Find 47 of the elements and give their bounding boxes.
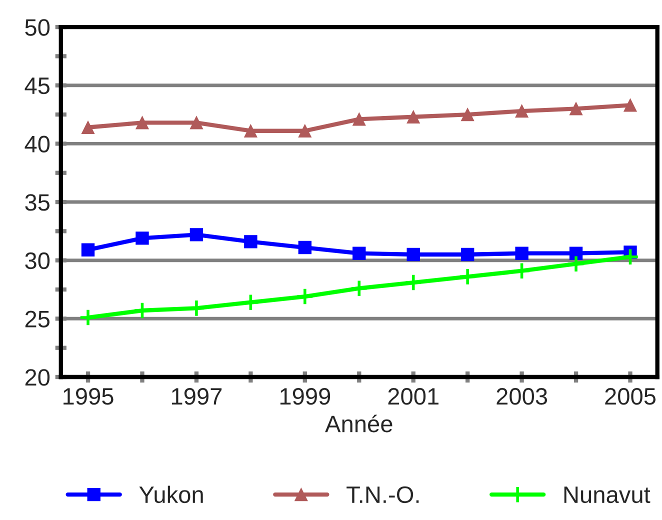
legend-label: Nunavut: [564, 486, 650, 504]
point: [244, 124, 258, 138]
point: [569, 246, 583, 260]
point: [136, 116, 149, 130]
y-tick-label: 50: [25, 19, 50, 36]
point: [404, 273, 422, 292]
point: [515, 246, 528, 260]
point: [352, 112, 366, 126]
point: [190, 228, 204, 242]
y-tick-label: 20: [25, 369, 50, 386]
y-tick-label: 25: [25, 310, 50, 328]
legend-label: Yukon: [139, 486, 203, 504]
x-tick-label: 2005: [605, 388, 656, 405]
x-tick-label: 2003: [496, 388, 548, 405]
x-tick-label: 1997: [172, 388, 222, 405]
point: [460, 108, 474, 122]
point: [406, 110, 420, 124]
point: [624, 98, 637, 112]
point: [567, 254, 586, 273]
point: [78, 308, 98, 327]
y-tick-label: 35: [25, 194, 50, 211]
point: [512, 262, 531, 280]
x-axis-title: Année: [325, 414, 392, 432]
point: [298, 124, 312, 138]
point: [515, 104, 528, 118]
point: [190, 116, 204, 130]
point: [569, 102, 583, 116]
point: [460, 248, 474, 262]
point: [458, 268, 477, 286]
point: [242, 293, 260, 312]
point: [350, 279, 368, 298]
point: [352, 246, 366, 260]
point: [298, 240, 312, 254]
point: [296, 287, 314, 306]
point: [136, 232, 149, 245]
x-tick-label: 2001: [388, 388, 438, 405]
point: [406, 248, 420, 262]
y-tick-label: 40: [24, 136, 50, 152]
x-tick-label: 1999: [280, 388, 330, 405]
x-tick-label: 1995: [64, 388, 114, 405]
point: [621, 248, 640, 266]
y-tick-label: 45: [24, 78, 50, 94]
legend-label: T.N.-O.: [346, 486, 419, 504]
point: [244, 235, 258, 248]
point: [81, 243, 95, 256]
point: [81, 120, 95, 134]
y-tick-label: 30: [25, 252, 50, 270]
